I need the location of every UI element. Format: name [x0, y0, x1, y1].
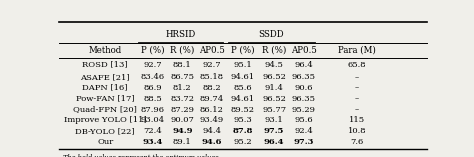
- Text: 96.52: 96.52: [262, 73, 286, 81]
- Text: The bold values represent the optimum values.: The bold values represent the optimum va…: [63, 154, 220, 157]
- Text: 93.4: 93.4: [143, 138, 163, 146]
- Text: 65.8: 65.8: [347, 61, 366, 69]
- Text: Quad-FPN [20]: Quad-FPN [20]: [73, 106, 137, 114]
- Text: 91.4: 91.4: [264, 84, 283, 92]
- Text: Improve YOLO [11]: Improve YOLO [11]: [64, 116, 146, 124]
- Text: 95.29: 95.29: [292, 106, 316, 114]
- Text: Our: Our: [97, 138, 113, 146]
- Text: 96.35: 96.35: [292, 73, 316, 81]
- Text: 94.61: 94.61: [231, 73, 255, 81]
- Text: 90.6: 90.6: [294, 84, 313, 92]
- Text: 88.2: 88.2: [202, 84, 221, 92]
- Text: 97.5: 97.5: [264, 127, 284, 135]
- Text: 92.7: 92.7: [144, 61, 162, 69]
- Text: –: –: [355, 73, 359, 81]
- Text: 87.8: 87.8: [233, 127, 253, 135]
- Text: 96.4: 96.4: [294, 61, 313, 69]
- Text: 92.4: 92.4: [294, 127, 313, 135]
- Text: 96.35: 96.35: [292, 95, 316, 103]
- Text: 96.52: 96.52: [262, 95, 286, 103]
- Text: SSDD: SSDD: [259, 30, 284, 39]
- Text: HRSID: HRSID: [165, 30, 196, 39]
- Text: Para (M): Para (M): [338, 46, 376, 55]
- Text: 89.52: 89.52: [231, 106, 255, 114]
- Text: ASAFE [21]: ASAFE [21]: [81, 73, 130, 81]
- Text: 94.6: 94.6: [201, 138, 222, 146]
- Text: 95.2: 95.2: [234, 138, 252, 146]
- Text: 7.6: 7.6: [350, 138, 364, 146]
- Text: R (%): R (%): [170, 46, 194, 55]
- Text: 88.1: 88.1: [173, 61, 191, 69]
- Text: 94.61: 94.61: [231, 95, 255, 103]
- Text: 94.4: 94.4: [202, 127, 221, 135]
- Text: 88.5: 88.5: [144, 95, 162, 103]
- Text: 93.1: 93.1: [265, 116, 283, 124]
- Text: 89.1: 89.1: [173, 138, 191, 146]
- Text: 86.75: 86.75: [170, 73, 194, 81]
- Text: 83.46: 83.46: [141, 73, 165, 81]
- Text: 86.12: 86.12: [200, 106, 224, 114]
- Text: Pow-FAN [17]: Pow-FAN [17]: [76, 95, 135, 103]
- Text: 90.07: 90.07: [170, 116, 194, 124]
- Text: 86.9: 86.9: [144, 84, 162, 92]
- Text: 72.4: 72.4: [144, 127, 162, 135]
- Text: AP0.5: AP0.5: [291, 46, 317, 55]
- Text: 115: 115: [349, 116, 365, 124]
- Text: P (%): P (%): [141, 46, 165, 55]
- Text: P (%): P (%): [231, 46, 255, 55]
- Text: Method: Method: [89, 46, 122, 55]
- Text: 95.77: 95.77: [262, 106, 286, 114]
- Text: –: –: [355, 95, 359, 103]
- Text: 95.3: 95.3: [234, 116, 252, 124]
- Text: 92.7: 92.7: [202, 61, 221, 69]
- Text: 85.6: 85.6: [234, 84, 252, 92]
- Text: 94.9: 94.9: [172, 127, 192, 135]
- Text: 93.49: 93.49: [200, 116, 224, 124]
- Text: 85.18: 85.18: [200, 73, 224, 81]
- Text: –: –: [355, 84, 359, 92]
- Text: R (%): R (%): [262, 46, 286, 55]
- Text: –: –: [355, 106, 359, 114]
- Text: 97.3: 97.3: [293, 138, 314, 146]
- Text: 83.72: 83.72: [170, 95, 194, 103]
- Text: 93.04: 93.04: [141, 116, 165, 124]
- Text: 10.8: 10.8: [347, 127, 366, 135]
- Text: 95.6: 95.6: [294, 116, 313, 124]
- Text: 94.5: 94.5: [264, 61, 283, 69]
- Text: 95.1: 95.1: [234, 61, 252, 69]
- Text: DB-YOLO [22]: DB-YOLO [22]: [75, 127, 135, 135]
- Text: ROSD [13]: ROSD [13]: [82, 61, 128, 69]
- Text: 87.29: 87.29: [170, 106, 194, 114]
- Text: 96.4: 96.4: [264, 138, 284, 146]
- Text: DAPN [16]: DAPN [16]: [82, 84, 128, 92]
- Text: AP0.5: AP0.5: [199, 46, 225, 55]
- Text: 81.2: 81.2: [173, 84, 191, 92]
- Text: 89.74: 89.74: [200, 95, 224, 103]
- Text: 87.96: 87.96: [141, 106, 165, 114]
